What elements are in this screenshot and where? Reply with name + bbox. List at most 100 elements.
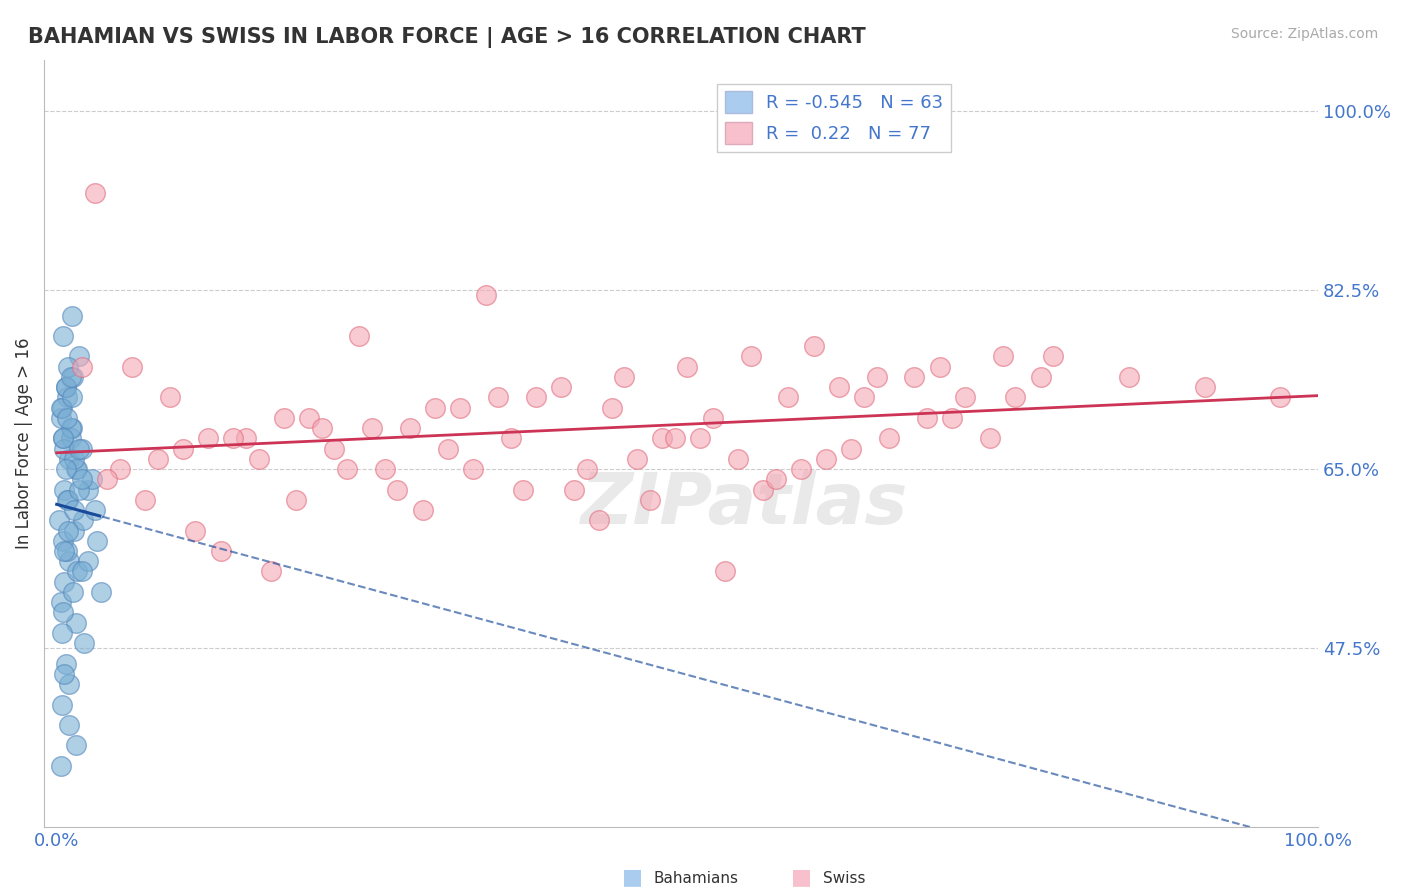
Point [58, 677, 80, 691]
Point [412, 503, 434, 517]
Point [70, 565, 93, 579]
Point [70, 442, 93, 456]
Point [172, 442, 194, 456]
Point [52, 431, 75, 445]
Point [70, 472, 93, 486]
Point [336, 462, 359, 476]
Point [979, 431, 1001, 445]
Point [524, 391, 547, 405]
Point [222, 431, 245, 445]
Point [600, 401, 623, 415]
Text: ■: ■ [792, 867, 811, 887]
Point [70, 359, 93, 374]
Point [56, 391, 79, 405]
Point [55, 380, 77, 394]
Point [853, 391, 876, 405]
Point [953, 391, 976, 405]
Point [67, 483, 90, 497]
Point [626, 451, 648, 466]
Point [285, 492, 308, 507]
Point [499, 431, 522, 445]
Point [53, 442, 76, 456]
Point [512, 483, 534, 497]
Point [689, 431, 711, 445]
Point [56, 359, 79, 374]
Point [67, 442, 90, 456]
Point [48, 513, 70, 527]
Point [49, 759, 72, 773]
Point [53, 544, 76, 558]
Point [184, 524, 207, 538]
Point [423, 401, 446, 415]
Point [311, 421, 333, 435]
Text: ZIPatlas: ZIPatlas [581, 470, 908, 540]
Point [991, 350, 1014, 364]
Point [197, 431, 219, 445]
Point [714, 565, 737, 579]
Point [1118, 370, 1140, 384]
Point [77, 554, 100, 568]
Point [903, 370, 925, 384]
Point [790, 462, 813, 476]
Point [436, 442, 458, 456]
Point [60, 421, 83, 435]
Point [67, 350, 90, 364]
Point [575, 462, 598, 476]
Point [59, 431, 82, 445]
Point [676, 359, 699, 374]
Point [56, 544, 79, 558]
Point [651, 431, 673, 445]
Point [449, 401, 471, 415]
Point [63, 524, 86, 538]
Point [56, 410, 79, 425]
Point [1042, 350, 1064, 364]
Point [96, 472, 118, 486]
Point [915, 410, 938, 425]
Point [550, 380, 572, 394]
Point [60, 309, 83, 323]
Point [588, 513, 610, 527]
Point [399, 421, 422, 435]
Point [51, 698, 73, 712]
Point [159, 391, 181, 405]
Point [361, 421, 384, 435]
Point [866, 370, 889, 384]
Point [55, 657, 77, 671]
Point [461, 462, 484, 476]
Point [260, 565, 283, 579]
Point [52, 431, 75, 445]
Point [58, 554, 80, 568]
Point [877, 431, 900, 445]
Point [56, 492, 79, 507]
Point [66, 462, 89, 476]
Text: ■: ■ [623, 867, 643, 887]
Point [828, 380, 851, 394]
Point [1270, 391, 1292, 405]
Point [928, 359, 950, 374]
Point [298, 410, 321, 425]
Point [80, 472, 103, 486]
Point [77, 483, 100, 497]
Point [134, 492, 156, 507]
Point [59, 421, 82, 435]
Point [486, 391, 509, 405]
Text: Bahamians: Bahamians [654, 871, 738, 886]
Text: Source: ZipAtlas.com: Source: ZipAtlas.com [1230, 27, 1378, 41]
Point [323, 442, 346, 456]
Text: Swiss: Swiss [823, 871, 865, 886]
Point [727, 451, 749, 466]
Point [765, 472, 787, 486]
Point [638, 492, 661, 507]
Point [83, 186, 105, 200]
Point [56, 524, 79, 538]
Point [273, 410, 295, 425]
Point [52, 606, 75, 620]
Point [474, 288, 496, 302]
Point [62, 585, 84, 599]
Point [51, 626, 73, 640]
Point [664, 431, 686, 445]
Point [815, 451, 838, 466]
Point [86, 533, 108, 548]
Point [387, 483, 409, 497]
Legend: R = -0.545   N = 63, R =  0.22   N = 77: R = -0.545 N = 63, R = 0.22 N = 77 [717, 84, 950, 152]
